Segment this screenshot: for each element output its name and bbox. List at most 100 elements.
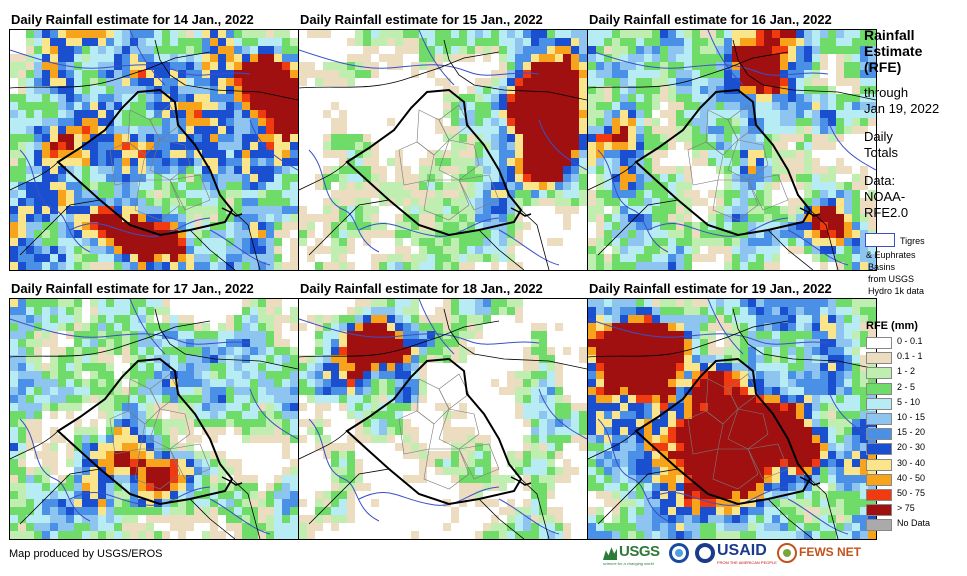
rainfall-cell — [620, 46, 628, 54]
rainfall-cell — [242, 331, 250, 339]
rainfall-cell — [258, 246, 266, 254]
country-border — [154, 308, 298, 370]
rainfall-cell — [732, 323, 740, 331]
rainfall-cell — [106, 206, 114, 214]
country-border — [299, 161, 348, 191]
rainfall-cell — [419, 262, 427, 270]
rainfall-cell — [130, 515, 138, 523]
rainfall-cell — [106, 198, 114, 206]
rainfall-cell — [563, 158, 571, 166]
rainfall-cell — [459, 347, 467, 355]
rainfall-cell — [756, 94, 764, 102]
rainfall-cell — [186, 467, 194, 475]
rainfall-cell — [796, 166, 804, 174]
rainfall-cell — [106, 126, 114, 134]
rainfall-cell — [660, 134, 668, 142]
rainfall-cell — [563, 222, 571, 230]
rainfall-cell — [114, 403, 122, 411]
rainfall-cell — [242, 198, 250, 206]
rainfall-cell — [716, 246, 724, 254]
rainfall-cell — [226, 403, 234, 411]
rainfall-cell — [724, 331, 732, 339]
rainfall-cell — [202, 387, 210, 395]
rainfall-cell — [620, 254, 628, 262]
rainfall-cell — [114, 222, 122, 230]
rainfall-cell — [130, 387, 138, 395]
rainfall-cell — [708, 363, 716, 371]
rainfall-cell — [604, 411, 612, 419]
rainfall-cell — [411, 323, 419, 331]
rainfall-cell — [186, 475, 194, 483]
rainfall-cell — [323, 134, 331, 142]
rainfall-cell — [491, 262, 499, 270]
rainfall-cell — [764, 206, 772, 214]
rainfall-cell — [170, 198, 178, 206]
rainfall-cell — [379, 54, 387, 62]
rainfall-cell — [764, 94, 772, 102]
rainfall-cell — [740, 102, 748, 110]
rainfall-cell — [395, 166, 403, 174]
rainfall-cell — [636, 142, 644, 150]
rainfall-cell — [555, 206, 563, 214]
rainfall-cell — [371, 206, 379, 214]
rainfall-cell — [58, 46, 66, 54]
rainfall-cell — [34, 38, 42, 46]
country-border — [189, 229, 236, 270]
rainfall-cell — [732, 315, 740, 323]
rainfall-cell — [539, 150, 547, 158]
rainfall-cell — [395, 443, 403, 451]
rainfall-cell — [170, 206, 178, 214]
rainfall-cell — [66, 307, 74, 315]
rainfall-cell — [42, 54, 50, 62]
rainfall-cell — [812, 94, 820, 102]
rainfall-cell — [98, 190, 106, 198]
rainfall-cell — [250, 355, 258, 363]
rainfall-cell — [716, 70, 724, 78]
rainfall-cell — [42, 110, 50, 118]
rainfall-cell — [258, 150, 266, 158]
rainfall-cell — [732, 182, 740, 190]
rainfall-cell — [130, 86, 138, 94]
rainfall-cell — [700, 387, 708, 395]
rainfall-cell — [10, 379, 18, 387]
rainfall-cell — [644, 222, 652, 230]
rainfall-cell — [42, 475, 50, 483]
rainfall-cell — [636, 174, 644, 182]
rainfall-cell — [539, 467, 547, 475]
rainfall-cell — [170, 411, 178, 419]
rainfall-cell — [579, 403, 587, 411]
rainfall-cell — [186, 70, 194, 78]
rainfall-cell — [571, 30, 579, 38]
rainfall-cell — [459, 158, 467, 166]
rainfall-cell — [66, 158, 74, 166]
rainfall-cell — [234, 54, 242, 62]
rainfall-cell — [106, 142, 114, 150]
rainfall-cell — [507, 371, 515, 379]
rainfall-cell — [732, 262, 740, 270]
rainfall-cell — [555, 102, 563, 110]
rainfall-cell — [748, 403, 756, 411]
rainfall-cell — [82, 126, 90, 134]
rainfall-cell — [266, 483, 274, 491]
rainfall-cell — [379, 38, 387, 46]
rainfall-cell — [307, 379, 315, 387]
rainfall-cell — [299, 379, 307, 387]
rainfall-cell — [748, 238, 756, 246]
rainfall-cell — [10, 443, 18, 451]
rainfall-cell — [411, 222, 419, 230]
rainfall-cell — [331, 475, 339, 483]
rainfall-cell — [202, 403, 210, 411]
rainfall-cell — [507, 459, 515, 467]
rainfall-cell — [507, 523, 515, 531]
rainfall-cell — [347, 347, 355, 355]
rainfall-cell — [652, 214, 660, 222]
rainfall-cell — [34, 254, 42, 262]
rainfall-cell — [852, 94, 860, 102]
rainfall-cell — [491, 206, 499, 214]
rainfall-cell — [218, 491, 226, 499]
rainfall-cell — [50, 126, 58, 134]
rainfall-cell — [82, 262, 90, 270]
rainfall-cell — [459, 459, 467, 467]
rainfall-cell — [555, 411, 563, 419]
rainfall-cell — [491, 254, 499, 262]
